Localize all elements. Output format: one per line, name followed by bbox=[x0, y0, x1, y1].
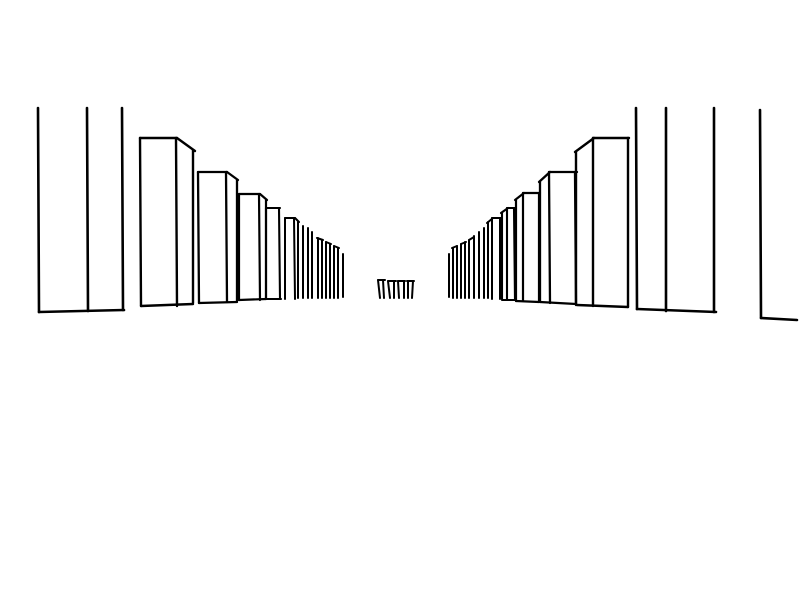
right-building-row bbox=[448, 106, 799, 322]
left-building-5 bbox=[264, 206, 283, 301]
left-building-6 bbox=[284, 217, 300, 300]
left-building-row bbox=[36, 106, 344, 314]
right-building-1 bbox=[634, 106, 718, 314]
left-building-3 bbox=[196, 170, 240, 305]
left-building-1 bbox=[36, 106, 126, 314]
distant-center-structures bbox=[377, 279, 415, 299]
left-building-4 bbox=[237, 192, 269, 302]
right-building-6 bbox=[486, 217, 502, 300]
right-distant-buildings bbox=[448, 227, 485, 299]
right-building-3 bbox=[537, 170, 579, 306]
right-building-2 bbox=[573, 136, 631, 309]
right-building-edge bbox=[758, 108, 799, 322]
left-distant-buildings bbox=[302, 225, 344, 299]
right-building-5 bbox=[499, 206, 518, 302]
left-building-2 bbox=[138, 136, 197, 308]
right-building-4 bbox=[513, 191, 542, 304]
